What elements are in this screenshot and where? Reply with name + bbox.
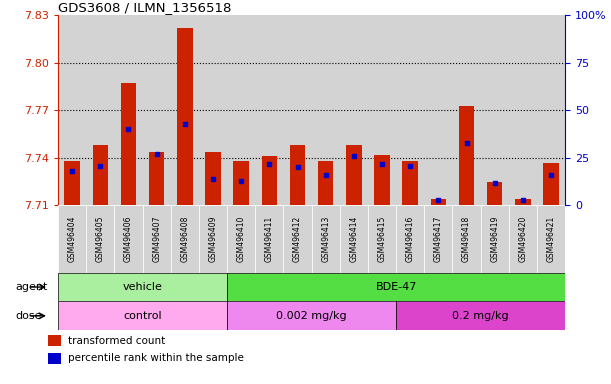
Bar [177, 28, 192, 205]
Bar [318, 161, 334, 205]
Text: GSM496407: GSM496407 [152, 216, 161, 262]
Text: control: control [123, 311, 162, 321]
Text: 0.002 mg/kg: 0.002 mg/kg [276, 311, 347, 321]
Bar [375, 155, 390, 205]
Text: GSM496420: GSM496420 [518, 216, 527, 262]
Text: GSM496408: GSM496408 [180, 216, 189, 262]
Bar [114, 205, 142, 273]
Bar [227, 205, 255, 273]
Text: GSM496417: GSM496417 [434, 216, 443, 262]
Bar [227, 273, 565, 301]
Text: GDS3608 / ILMN_1356518: GDS3608 / ILMN_1356518 [58, 1, 232, 14]
Text: GSM496418: GSM496418 [462, 216, 471, 262]
Bar [481, 205, 509, 273]
Text: percentile rank within the sample: percentile rank within the sample [68, 353, 244, 363]
Text: agent: agent [15, 282, 48, 292]
Bar [396, 301, 565, 330]
Bar [431, 199, 446, 205]
Bar [58, 301, 227, 330]
Text: GSM496406: GSM496406 [124, 216, 133, 262]
Bar [509, 205, 537, 273]
Text: 0.2 mg/kg: 0.2 mg/kg [452, 311, 509, 321]
Text: GSM496412: GSM496412 [293, 216, 302, 262]
Text: GSM496410: GSM496410 [236, 216, 246, 262]
Bar [543, 163, 559, 205]
Bar [170, 205, 199, 273]
Bar [403, 161, 418, 205]
Text: GSM496419: GSM496419 [490, 216, 499, 262]
Bar [58, 273, 227, 301]
Text: GSM496416: GSM496416 [406, 216, 415, 262]
Bar [396, 205, 424, 273]
Text: GSM496421: GSM496421 [547, 216, 555, 262]
Bar [284, 205, 312, 273]
Bar [290, 145, 306, 205]
Bar [92, 145, 108, 205]
Text: GSM496404: GSM496404 [68, 216, 76, 262]
Bar [48, 335, 61, 346]
Text: GSM496415: GSM496415 [378, 216, 387, 262]
Bar [515, 199, 531, 205]
Text: GSM496409: GSM496409 [208, 216, 218, 262]
Bar [58, 205, 86, 273]
Bar [48, 353, 61, 364]
Text: GSM496411: GSM496411 [265, 216, 274, 262]
Bar [487, 182, 502, 205]
Text: GSM496414: GSM496414 [349, 216, 359, 262]
Bar [205, 152, 221, 205]
Text: vehicle: vehicle [123, 282, 163, 292]
Bar [459, 106, 474, 205]
Text: GSM496413: GSM496413 [321, 216, 330, 262]
Bar [227, 301, 396, 330]
Bar [121, 83, 136, 205]
Bar [255, 205, 284, 273]
Bar [453, 205, 481, 273]
Bar [199, 205, 227, 273]
Bar [233, 161, 249, 205]
Bar [340, 205, 368, 273]
Bar [368, 205, 396, 273]
Bar [149, 152, 164, 205]
Bar [312, 205, 340, 273]
Bar [64, 161, 80, 205]
Bar [86, 205, 114, 273]
Bar [537, 205, 565, 273]
Bar [346, 145, 362, 205]
Text: GSM496405: GSM496405 [96, 216, 105, 262]
Text: BDE-47: BDE-47 [375, 282, 417, 292]
Bar [262, 156, 277, 205]
Text: dose: dose [15, 311, 42, 321]
Bar [142, 205, 170, 273]
Text: transformed count: transformed count [68, 336, 165, 346]
Bar [424, 205, 453, 273]
